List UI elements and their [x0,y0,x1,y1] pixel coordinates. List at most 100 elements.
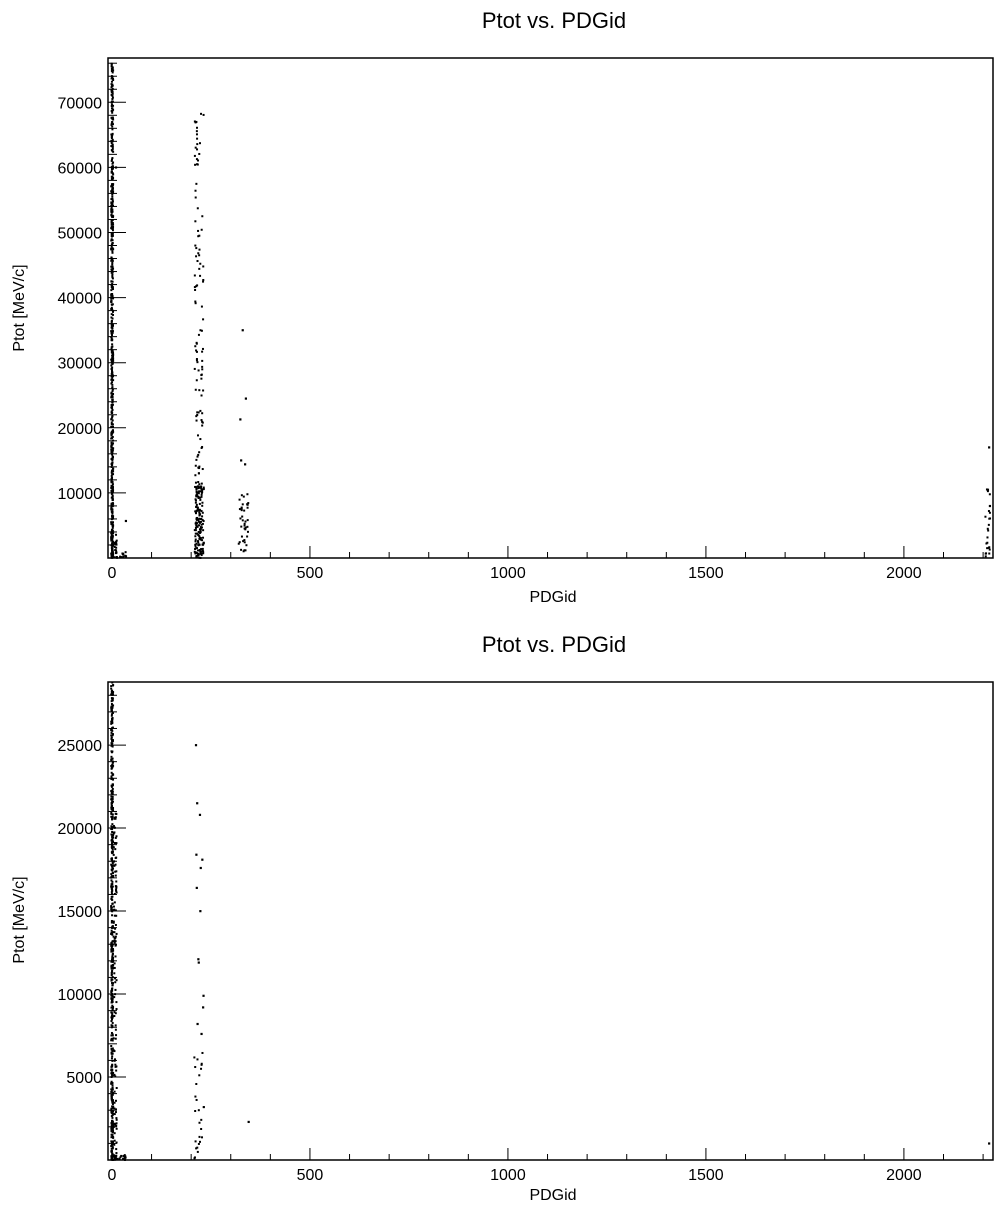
data-point [110,198,113,201]
data-point [243,527,246,530]
chart-top: Ptot vs. PDGid 0 500 1000 1500 2000 10000 2000… [11,8,994,606]
data-point [194,1140,197,1143]
data-point [195,419,198,422]
data-point [111,516,114,519]
data-point [113,841,116,844]
data-point [111,383,114,386]
data-point [111,242,114,245]
data-point [110,1088,113,1091]
data-point [110,811,113,814]
data-point [110,523,113,526]
data-point [111,549,114,552]
data-point [194,388,197,391]
data-point [112,69,115,72]
data-point [113,939,116,942]
data-point [110,842,113,845]
data-point [111,331,114,334]
data-point [110,89,113,92]
data-point [111,800,114,803]
data-point [110,1014,113,1017]
data-point [111,954,114,957]
data-point [111,195,114,198]
data-point [114,1065,117,1068]
data-point [200,485,203,488]
data-point [240,494,243,497]
data-point [110,283,113,286]
data-point [110,1098,113,1101]
data-point [201,858,204,861]
data-point [194,547,197,550]
data-point [111,251,114,254]
data-point [111,431,114,434]
data-point [200,374,203,377]
data-point [110,857,113,860]
data-point [114,977,117,980]
data-point [111,835,114,838]
data-point [115,914,118,917]
data-point [242,540,245,543]
data-point [111,793,114,796]
data-point [113,1011,116,1014]
data-point [199,910,202,913]
data-point [110,466,113,469]
data-point [194,552,197,555]
data-point [111,729,114,732]
data-point [246,525,249,528]
data-point [119,1156,122,1159]
data-point [114,943,117,946]
data-point [988,504,992,508]
data-point [111,889,114,892]
data-point [202,994,205,997]
data-point [114,927,117,930]
data-point [199,262,202,265]
data-point [111,185,114,188]
data-point [243,541,246,544]
data-point [195,886,198,890]
x-tick-label: 500 [297,1167,324,1184]
data-point [111,375,114,378]
data-point [111,997,114,1000]
data-point [114,1012,117,1015]
data-point [111,885,114,888]
data-point [198,511,201,514]
data-point [111,1105,114,1108]
data-point [113,545,116,548]
data-point [195,488,198,491]
data-point [111,745,114,748]
data-point [239,418,242,421]
data-point [111,545,114,548]
data-point [111,757,114,760]
data-point [196,143,199,146]
data-point [197,554,200,557]
data-point [113,914,116,917]
data-point [110,306,113,309]
data-point [111,390,114,393]
data-point [197,540,200,543]
data-point [114,1063,117,1066]
data-point [195,493,198,496]
data-point [111,215,114,218]
data-point [110,1133,113,1136]
data-point [112,104,115,107]
data-point [244,463,247,466]
data-point [201,445,204,448]
data-point [110,929,113,932]
data-point [110,451,113,454]
data-point [111,510,114,513]
data-point [115,932,118,935]
data-point [110,1150,113,1153]
data-point [197,453,200,456]
data-point [110,554,113,557]
data-point [110,443,113,446]
data-point [110,303,113,306]
data-point [112,853,115,856]
data-point [196,532,199,535]
data-point [114,1037,117,1040]
data-point [111,976,114,979]
data-point [110,734,113,737]
data-point [112,439,115,442]
data-point [198,248,201,251]
x-tick-label: 1500 [688,565,724,582]
data-point [199,527,202,530]
data-point [114,1024,117,1027]
